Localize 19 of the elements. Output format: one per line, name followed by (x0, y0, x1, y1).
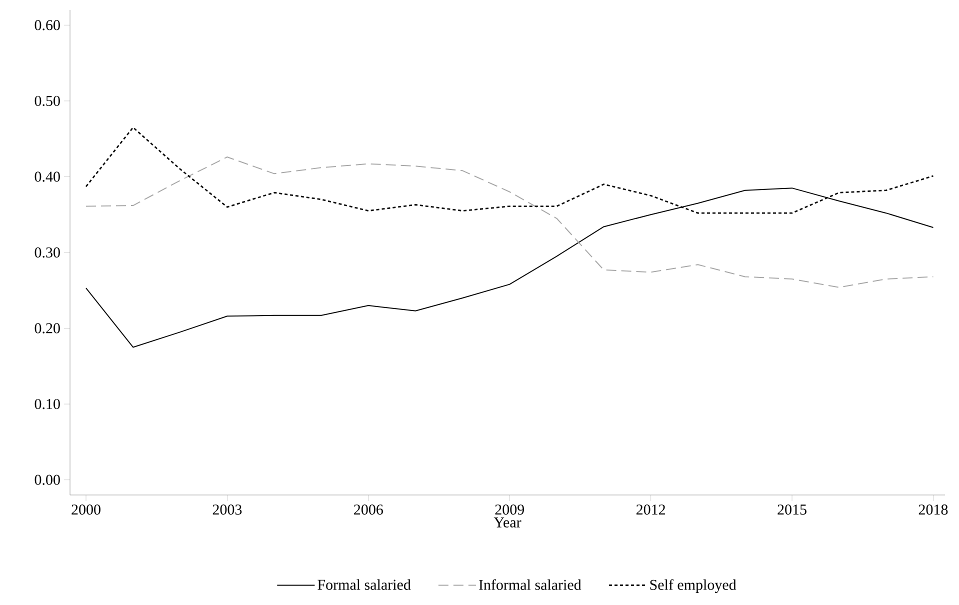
x-tick-label: 2012 (636, 504, 665, 515)
x-tick-label: 2009 (495, 504, 524, 515)
y-tick-label: 0.10 (34, 398, 60, 410)
x-tick-label: 2018 (918, 504, 948, 515)
legend-label: Informal salaried (479, 579, 582, 590)
y-tick-label: 0.60 (34, 20, 60, 30)
x-tick-label: 2006 (354, 504, 383, 515)
y-tick-label: 0.30 (34, 247, 60, 258)
x-tick-label: 2015 (778, 504, 806, 515)
x-tick-label: 2000 (72, 504, 100, 515)
y-tick-label: 0.00 (34, 474, 60, 485)
x-axis-title: Year (494, 518, 522, 528)
legend-label: Self employed (650, 579, 736, 593)
y-tick-label: 0.50 (34, 96, 60, 106)
y-tick-label: 0.40 (34, 172, 60, 182)
x-tick-label: 2003 (212, 504, 242, 515)
legend-label: Formal salaried (318, 579, 411, 590)
y-tick-label: 0.20 (34, 323, 60, 334)
line-series (86, 156, 934, 288)
